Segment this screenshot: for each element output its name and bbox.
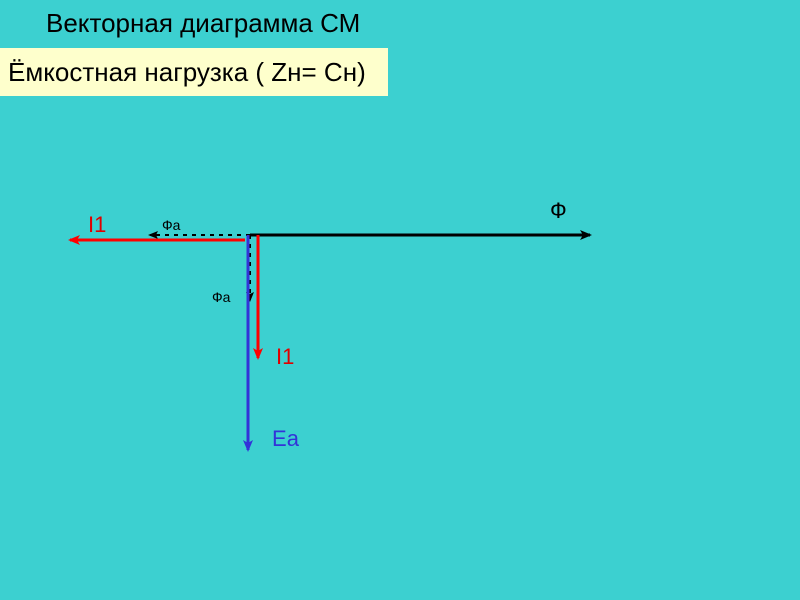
- label-i1-down: I1: [276, 344, 294, 370]
- label-ea: Ea: [272, 426, 299, 452]
- vector-diagram: [0, 0, 800, 600]
- label-i1-left: I1: [88, 212, 106, 238]
- label-i1-down-sub: 1: [282, 344, 294, 369]
- label-ea-sub: a: [287, 426, 299, 451]
- label-i1-left-sub: 1: [94, 212, 106, 237]
- label-phi-a-left: Фа: [162, 217, 180, 233]
- label-phi: Ф: [550, 198, 567, 224]
- label-ea-main: E: [272, 426, 287, 451]
- label-phi-a-down: Фа: [212, 289, 230, 305]
